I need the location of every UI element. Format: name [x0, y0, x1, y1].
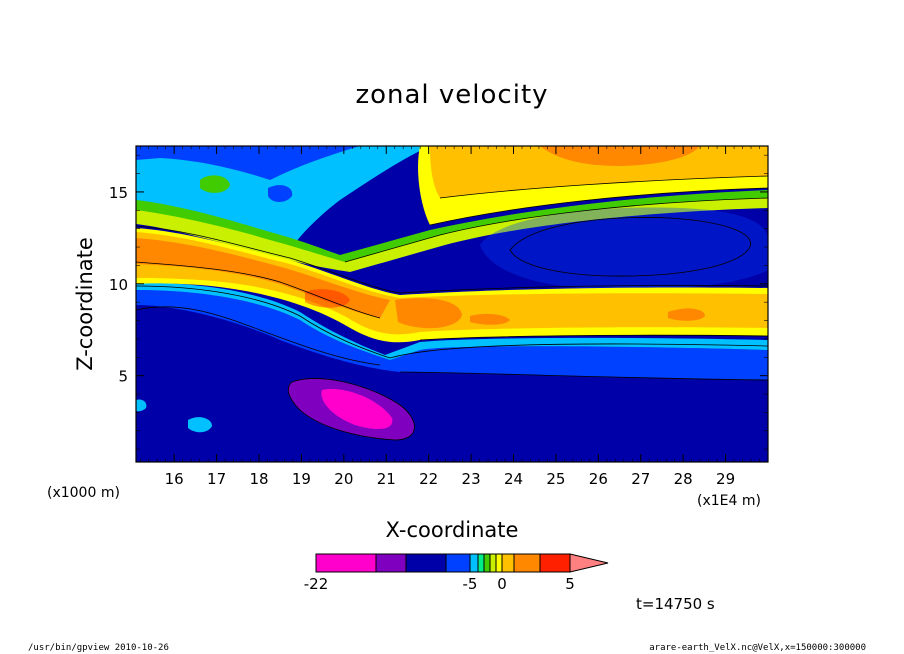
y-tick-label: 15 [109, 184, 128, 202]
colorbar [315, 553, 609, 573]
footer-right: arare-earth_VelX.nc@VelX,x=150000:300000 [649, 643, 866, 653]
y-tick-label: 5 [118, 368, 128, 386]
colorbar-segment [489, 553, 497, 573]
colorbar-segment [315, 553, 377, 573]
x-unit-left: (x1000 m) [47, 485, 120, 501]
chart-title: zonal velocity [355, 80, 548, 110]
x-tick-label: 24 [504, 470, 523, 488]
y-tick-label: 10 [109, 276, 128, 294]
x-tick-label: 19 [292, 470, 311, 488]
colorbar-label: -22 [304, 575, 329, 593]
colorbar-label: 5 [565, 575, 575, 593]
colorbar-label: -5 [463, 575, 478, 593]
colorbar-segment [405, 553, 447, 573]
x-tick-label: 27 [631, 470, 650, 488]
x-tick-label: 22 [419, 470, 438, 488]
colorbar-labels: -22 -5 0 5 [304, 575, 575, 593]
x-tick-label: 16 [165, 470, 184, 488]
colorbar-arrow [569, 553, 609, 573]
y-axis-label: Z-coordinate [73, 237, 97, 371]
x-tick-label: 20 [334, 470, 353, 488]
x-tick-label: 17 [207, 470, 226, 488]
colorbar-segment [513, 553, 541, 573]
x-tick-label: 18 [249, 470, 268, 488]
x-tick-label: 25 [546, 470, 565, 488]
contour-field [136, 146, 768, 462]
footer-left: /usr/bin/gpview 2010-10-26 [28, 643, 169, 653]
x-axis-ticks: 16 17 18 19 20 21 22 23 24 25 26 27 28 29 [139, 146, 760, 488]
x-tick-label: 21 [377, 470, 396, 488]
x-unit-right: (x1E4 m) [697, 493, 761, 509]
x-axis-label: X-coordinate [386, 518, 519, 542]
colorbar-segment [477, 553, 485, 573]
colorbar-segment [539, 553, 571, 573]
x-tick-label: 26 [589, 470, 608, 488]
colorbar-segment [501, 553, 515, 573]
colorbar-segment [495, 553, 503, 573]
colorbar-segment [483, 553, 491, 573]
colorbar-label: 0 [497, 575, 507, 593]
plot-frame [135, 145, 769, 463]
y-axis-ticks: 5 10 15 [109, 154, 768, 450]
colorbar-segment [469, 553, 479, 573]
x-tick-label: 23 [462, 470, 481, 488]
colorbar-segment [375, 553, 407, 573]
x-tick-label: 28 [674, 470, 693, 488]
colorbar-segment [445, 553, 471, 573]
time-label: t=14750 s [636, 595, 715, 613]
x-tick-label: 29 [716, 470, 735, 488]
